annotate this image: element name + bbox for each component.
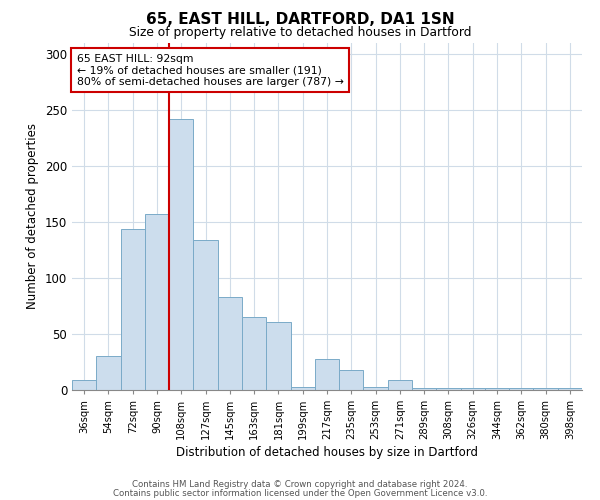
Bar xyxy=(169,118,193,390)
Bar xyxy=(339,370,364,390)
Text: Contains public sector information licensed under the Open Government Licence v3: Contains public sector information licen… xyxy=(113,488,487,498)
Bar xyxy=(290,386,315,390)
Bar xyxy=(533,388,558,390)
Bar xyxy=(364,386,388,390)
Bar xyxy=(72,380,96,390)
Bar xyxy=(96,356,121,390)
Y-axis label: Number of detached properties: Number of detached properties xyxy=(26,123,40,309)
Text: Contains HM Land Registry data © Crown copyright and database right 2024.: Contains HM Land Registry data © Crown c… xyxy=(132,480,468,489)
Bar xyxy=(461,388,485,390)
Bar xyxy=(509,388,533,390)
Bar xyxy=(145,214,169,390)
Bar xyxy=(412,388,436,390)
Bar xyxy=(266,322,290,390)
Bar xyxy=(558,388,582,390)
Bar xyxy=(193,240,218,390)
Bar xyxy=(121,228,145,390)
Text: Size of property relative to detached houses in Dartford: Size of property relative to detached ho… xyxy=(129,26,471,39)
Bar xyxy=(242,317,266,390)
Bar xyxy=(315,358,339,390)
Bar xyxy=(388,380,412,390)
Bar xyxy=(485,388,509,390)
X-axis label: Distribution of detached houses by size in Dartford: Distribution of detached houses by size … xyxy=(176,446,478,460)
Bar xyxy=(436,388,461,390)
Text: 65 EAST HILL: 92sqm
← 19% of detached houses are smaller (191)
80% of semi-detac: 65 EAST HILL: 92sqm ← 19% of detached ho… xyxy=(77,54,344,87)
Bar xyxy=(218,297,242,390)
Text: 65, EAST HILL, DARTFORD, DA1 1SN: 65, EAST HILL, DARTFORD, DA1 1SN xyxy=(146,12,454,28)
